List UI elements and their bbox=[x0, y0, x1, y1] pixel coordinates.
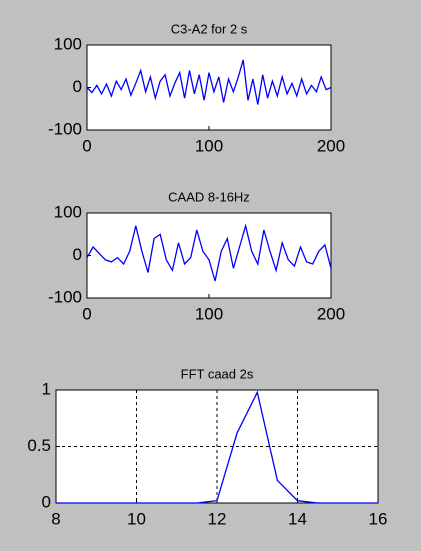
chart-title: C3-A2 for 2 s bbox=[171, 21, 248, 36]
signal-line bbox=[86, 59, 332, 105]
y-tick-label: 1 bbox=[42, 379, 51, 398]
x-tick-label: 100 bbox=[195, 304, 223, 323]
y-tick-label: 100 bbox=[54, 34, 82, 53]
x-tick-label: 14 bbox=[288, 509, 307, 528]
x-tick-label: 8 bbox=[51, 509, 60, 528]
x-tick-label: 200 bbox=[317, 304, 345, 323]
y-tick-label: 0.5 bbox=[27, 436, 51, 455]
y-tick-label: 0 bbox=[73, 77, 82, 96]
axes-box bbox=[86, 212, 332, 299]
chart-title: CAAD 8-16Hz bbox=[168, 189, 250, 204]
chart-title: FFT caad 2s bbox=[181, 366, 254, 381]
x-tick-label: 0 bbox=[82, 136, 91, 155]
signal-line bbox=[86, 223, 332, 282]
x-tick-label: 200 bbox=[317, 136, 345, 155]
x-tick-label: 0 bbox=[82, 304, 91, 323]
signal-line bbox=[56, 390, 378, 504]
y-tick-label: 0 bbox=[42, 492, 51, 511]
y-tick-label: -100 bbox=[48, 119, 82, 138]
x-tick-label: 10 bbox=[127, 509, 146, 528]
y-tick-label: 0 bbox=[73, 245, 82, 264]
y-tick-label: 100 bbox=[54, 202, 82, 221]
y-tick-label: -100 bbox=[48, 287, 82, 306]
x-tick-label: 100 bbox=[195, 136, 223, 155]
axes-box bbox=[86, 44, 332, 131]
x-tick-label: 16 bbox=[369, 509, 388, 528]
x-tick-label: 12 bbox=[208, 509, 227, 528]
